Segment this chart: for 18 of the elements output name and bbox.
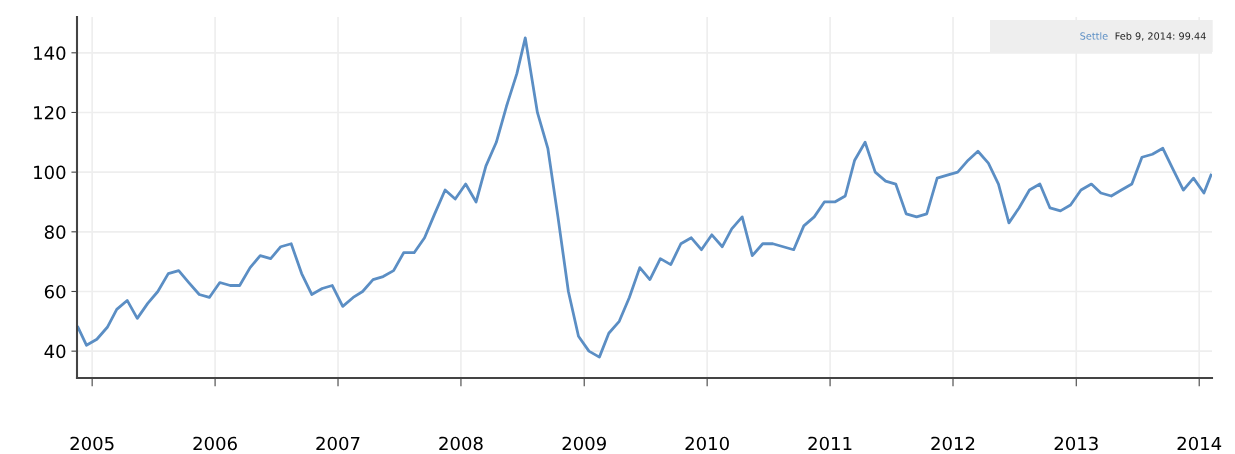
x-tick-label: 2007: [316, 436, 360, 451]
y-tick-label: 80: [44, 225, 66, 239]
x-tick-label: 2011: [808, 436, 852, 451]
x-tick-label: 2012: [931, 436, 975, 451]
x-tick-label: 2008: [439, 436, 483, 451]
y-tick-label: 120: [34, 105, 66, 120]
y-tick-label: 60: [44, 284, 66, 299]
annotation: Feb 9, 2014: 99.44: [1115, 32, 1206, 41]
annotation: Settle: [1080, 32, 1108, 40]
x-tick-label: 2006: [193, 436, 237, 451]
y-tick-label: 40: [44, 344, 66, 359]
y-tick-label: 100: [34, 165, 66, 180]
x-tick-label: 2014: [1177, 436, 1222, 451]
x-tick-label: 2009: [562, 436, 606, 451]
x-tick-label: 2010: [685, 436, 729, 451]
x-tick-label: 2013: [1054, 436, 1098, 451]
y-tick-label: 140: [34, 46, 66, 60]
x-tick-label: 2005: [70, 436, 114, 451]
